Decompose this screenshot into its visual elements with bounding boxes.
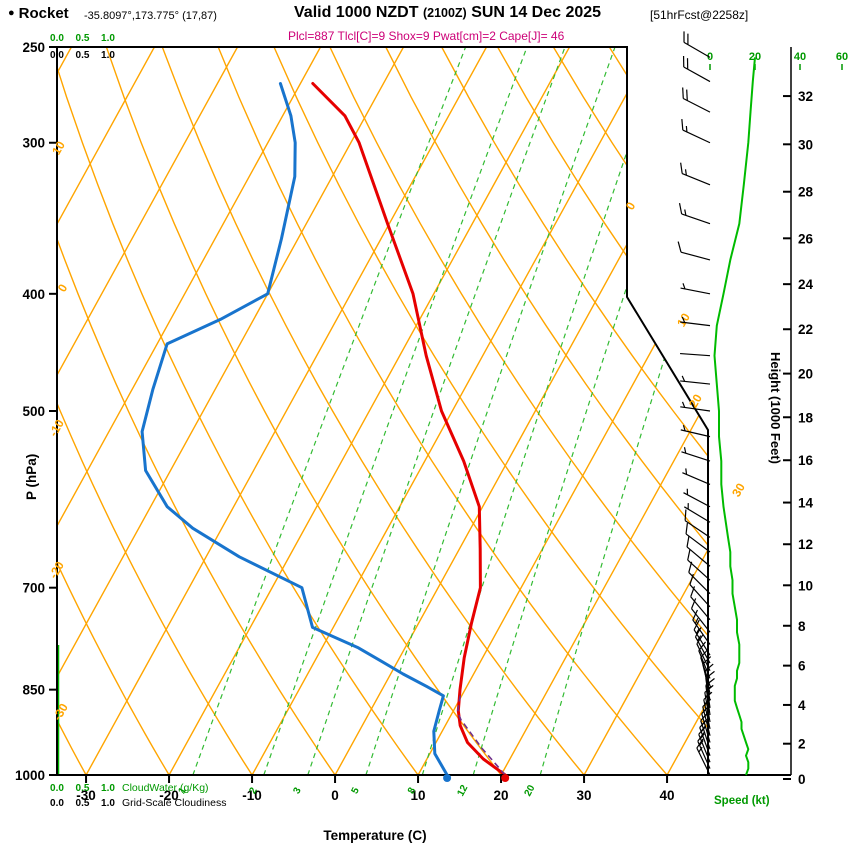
- svg-text:24: 24: [798, 277, 814, 292]
- profile-curves: [142, 84, 505, 776]
- svg-text:0.0: 0.0: [50, 50, 64, 61]
- svg-text:18: 18: [798, 410, 814, 425]
- svg-text:850: 850: [22, 683, 45, 698]
- adiabat-labels: 100-10-20-30: [46, 138, 71, 723]
- svg-text:4: 4: [798, 698, 806, 713]
- svg-text:0.0: 0.0: [50, 783, 64, 794]
- station-title: ● Rocket: [8, 5, 69, 22]
- speed-axis-title: Speed (kt): [714, 795, 770, 807]
- valid-prefix: Valid 1000 NZDT: [294, 4, 419, 21]
- svg-text:0: 0: [623, 199, 639, 212]
- svg-text:40: 40: [794, 51, 806, 63]
- svg-text:0: 0: [331, 788, 339, 803]
- svg-text:0.5: 0.5: [76, 798, 90, 809]
- cloudwater-axis-title: CloudWater (g/Kg): [122, 782, 209, 794]
- svg-text:2: 2: [798, 737, 806, 752]
- svg-text:0.0: 0.0: [50, 798, 64, 809]
- stability-indices: Plcl=887 Tlcl[C]=9 Shox=9 Pwat[cm]=2 Cap…: [288, 29, 564, 43]
- svg-text:14: 14: [798, 496, 814, 511]
- svg-text:20: 20: [798, 367, 813, 382]
- svg-text:0.5: 0.5: [76, 783, 90, 794]
- svg-text:1000: 1000: [15, 768, 45, 783]
- svg-text:-30: -30: [50, 701, 71, 723]
- station-coords: -35.8097°,173.775° (17,87): [84, 10, 217, 22]
- svg-text:20: 20: [523, 783, 538, 798]
- svg-text:12: 12: [455, 783, 470, 798]
- svg-text:700: 700: [22, 581, 45, 596]
- svg-text:16: 16: [798, 453, 814, 468]
- svg-text:0: 0: [798, 772, 806, 787]
- gridscale-axis-title: Grid-Scale Cloudiness: [122, 797, 226, 809]
- forecast-tag: [51hrFcst@2258z]: [650, 8, 748, 22]
- svg-text:26: 26: [798, 231, 814, 246]
- svg-text:32: 32: [798, 89, 813, 104]
- svg-text:300: 300: [22, 136, 45, 151]
- temperature-axis-title: Temperature (C): [300, 828, 450, 843]
- svg-text:3: 3: [291, 785, 304, 795]
- svg-text:0.0: 0.0: [50, 33, 64, 44]
- svg-text:500: 500: [22, 404, 45, 419]
- svg-text:1.0: 1.0: [101, 783, 115, 794]
- svg-text:30: 30: [729, 480, 748, 499]
- dry-adiabat-lines: [0, 47, 850, 775]
- svg-text:250: 250: [22, 40, 45, 55]
- svg-text:22: 22: [798, 322, 813, 337]
- station-marker-icon: ●: [8, 7, 15, 19]
- svg-text:10: 10: [798, 578, 813, 593]
- height-axis-title: Height (1000 Feet): [768, 352, 783, 464]
- valid-date: SUN 14 Dec 2025: [471, 4, 601, 21]
- valid-zulu: (2100Z): [423, 6, 467, 20]
- pressure-axis-title: P (hPa): [24, 454, 39, 500]
- svg-text:10: 10: [49, 138, 68, 157]
- svg-text:30: 30: [798, 137, 813, 152]
- svg-text:6: 6: [798, 659, 806, 674]
- svg-text:40: 40: [660, 788, 675, 803]
- svg-text:8: 8: [798, 619, 806, 634]
- svg-text:20: 20: [494, 788, 509, 803]
- svg-text:0.5: 0.5: [76, 33, 90, 44]
- svg-text:1.0: 1.0: [101, 798, 115, 809]
- svg-text:5: 5: [350, 785, 363, 795]
- valid-time: Valid 1000 NZDT (2100Z) SUN 14 Dec 2025: [294, 4, 601, 22]
- svg-text:28: 28: [798, 185, 814, 200]
- svg-text:60: 60: [836, 51, 848, 63]
- station-name: Rocket: [19, 5, 69, 22]
- svg-text:1.0: 1.0: [101, 33, 115, 44]
- isotherm-lines: [0, 47, 850, 775]
- speed-curve: [715, 57, 756, 775]
- svg-text:0.5: 0.5: [76, 50, 90, 61]
- svg-text:12: 12: [798, 537, 813, 552]
- svg-text:400: 400: [22, 287, 45, 302]
- svg-text:1.0: 1.0: [101, 50, 115, 61]
- svg-text:30: 30: [577, 788, 592, 803]
